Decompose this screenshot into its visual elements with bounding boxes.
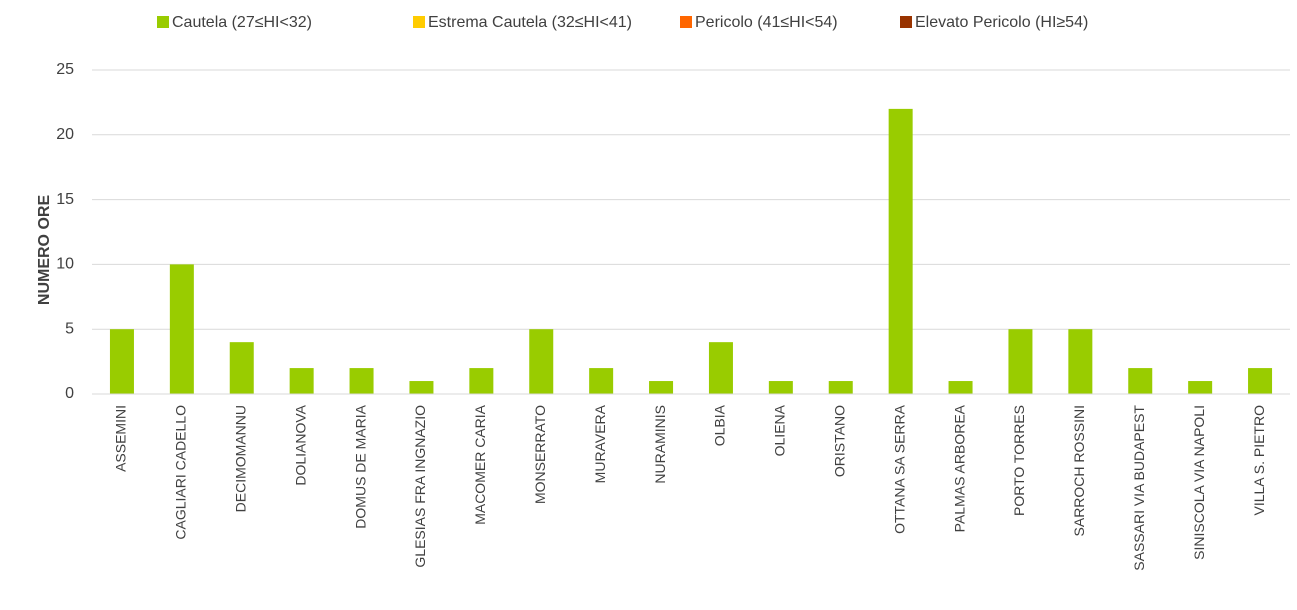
bar bbox=[349, 368, 374, 394]
legend-swatch bbox=[157, 16, 169, 28]
legend-swatch bbox=[413, 16, 425, 28]
legend-swatch bbox=[900, 16, 912, 28]
bar bbox=[1068, 329, 1093, 394]
x-tick-label: MONSERRATO bbox=[532, 405, 548, 504]
x-tick-label: PALMAS ARBOREA bbox=[951, 404, 967, 532]
y-axis-label: NUMERO ORE bbox=[36, 195, 53, 306]
bar bbox=[169, 264, 194, 394]
bar bbox=[529, 329, 554, 394]
x-tick-label: OLIENA bbox=[772, 404, 788, 456]
bar bbox=[589, 368, 614, 394]
bar bbox=[708, 342, 733, 394]
bar bbox=[828, 381, 853, 394]
bar bbox=[229, 342, 254, 394]
x-tick-label: VILLA S. PIETRO bbox=[1251, 405, 1267, 516]
x-tick-label: DOMUS DE MARIA bbox=[352, 404, 368, 528]
bar bbox=[649, 381, 674, 394]
bar bbox=[1188, 381, 1213, 394]
legend-label: Cautela (27≤HI<32) bbox=[172, 14, 312, 31]
x-tick-label: SINISCOLA VIA NAPOLI bbox=[1191, 405, 1207, 560]
bar bbox=[1008, 329, 1033, 394]
y-tick-label: 20 bbox=[56, 126, 74, 143]
y-tick-label: 10 bbox=[56, 256, 74, 273]
x-tick-label: GLESIAS FRA INGNAZIO bbox=[412, 405, 428, 568]
legend-label: Estrema Cautela (32≤HI<41) bbox=[428, 14, 632, 31]
x-tick-label: DECIMOMANNU bbox=[232, 405, 248, 512]
y-tick-label: 25 bbox=[56, 61, 74, 78]
y-tick-label: 5 bbox=[65, 320, 74, 337]
legend-label: Pericolo (41≤HI<54) bbox=[695, 14, 838, 31]
x-tick-label: SASSARI VIA BUDAPEST bbox=[1131, 405, 1147, 571]
bar bbox=[888, 108, 913, 394]
bar bbox=[768, 381, 793, 394]
x-tick-label: OLBIA bbox=[712, 404, 728, 446]
bar bbox=[1248, 368, 1273, 394]
x-tick-label: SARROCH ROSSINI bbox=[1071, 405, 1087, 536]
x-tick-label: MURAVERA bbox=[592, 404, 608, 483]
x-tick-label: DOLIANOVA bbox=[292, 404, 308, 485]
y-tick-label: 15 bbox=[56, 191, 74, 208]
bar bbox=[409, 381, 434, 394]
bar bbox=[289, 368, 314, 394]
x-tick-label: PORTO TORRES bbox=[1011, 405, 1027, 516]
bar bbox=[948, 381, 973, 394]
x-tick-label: OTTANA SA SERRA bbox=[891, 404, 907, 534]
x-tick-label: ORISTANO bbox=[831, 405, 847, 477]
bar bbox=[1128, 368, 1153, 394]
x-tick-label: CAGLIARI CADELLO bbox=[173, 405, 189, 540]
legend-swatch bbox=[680, 16, 692, 28]
x-tick-label: ASSEMINI bbox=[113, 405, 129, 472]
bar bbox=[109, 329, 134, 394]
y-tick-label: 0 bbox=[65, 385, 74, 402]
legend-label: Elevato Pericolo (HI≥54) bbox=[915, 14, 1088, 31]
x-tick-label: NURAMINIS bbox=[652, 405, 668, 484]
bar bbox=[469, 368, 494, 394]
x-tick-label: MACOMER CARIA bbox=[472, 404, 488, 524]
